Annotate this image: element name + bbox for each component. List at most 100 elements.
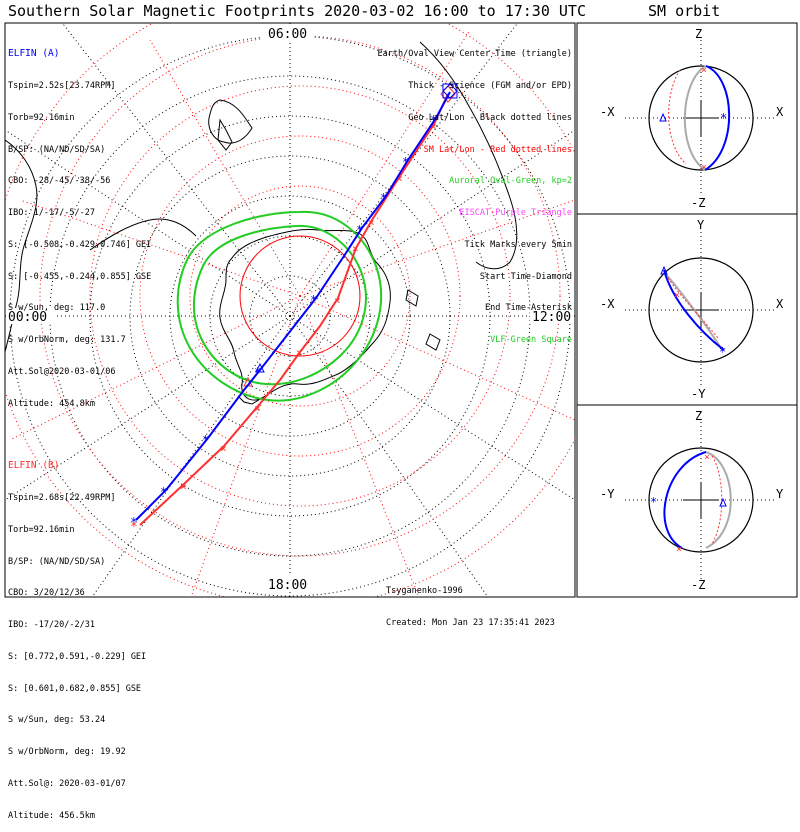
southern-africa-outline (419, 41, 518, 270)
svg-text:*: * (720, 111, 727, 125)
orbit-panel-xy: * × Y -Y -X X (600, 218, 784, 401)
elfin-b-line: S: [0.772,0.591,-0.229] GEI (8, 651, 147, 662)
coast-bottom (89, 218, 197, 251)
model-name: Tsyganenko-1996 (386, 586, 463, 597)
elfin-b-line: Torb=92.16min (8, 524, 75, 535)
orbit-panel-xz: * × × Z -Z -X X (600, 27, 784, 210)
island-outline (405, 289, 419, 307)
elfin-a-line: B/SP: (NA/ND/SD/SA) (8, 144, 106, 155)
panel1-right-label: X (776, 105, 784, 119)
panel2-top-label: Y (697, 218, 705, 232)
legend: Earth/Oval View Center Time (triangle) T… (378, 28, 572, 356)
legend-item: Tick Marks every 5min (464, 239, 572, 250)
elfin-b-header: ELFIN (B) (8, 460, 60, 472)
auroral-oval-outer (176, 210, 383, 402)
elfin-a-line: S w/OrbNorm, deg: 131.7 (8, 335, 126, 346)
elfin-b-line: Att.Sol@: 2020-03-01/07 (8, 779, 126, 789)
svg-text:*: * (356, 223, 363, 237)
svg-text:*: * (719, 345, 726, 359)
svg-text:×: × (334, 294, 341, 307)
elfin-b-line: S w/Sun, deg: 53.24 (8, 715, 106, 726)
orbit-panels-frame (576, 22, 798, 598)
sm-pole-circle (239, 235, 361, 357)
elfin-b-track-line (139, 93, 449, 526)
elfin-a-line: S: [-0.455,-0.244,0.855] GSE (8, 271, 152, 282)
elfin-a-header: ELFIN (A) (8, 48, 60, 60)
elfin-b-line: S: [0.601,0.682,0.855] GSE (8, 683, 142, 694)
orbit-title: SM orbit (648, 2, 721, 20)
footprint-figure: * ××× ××× ××× * *** *** ** 06:00 0 (4, 22, 798, 598)
sm-meridians (9, 29, 575, 597)
clock-label-right: 12:00 (532, 310, 571, 325)
clock-label-bottom: 18:00 (268, 578, 307, 593)
elfin-b-line: Altitude: 456.5km (8, 810, 95, 821)
australia-outline (208, 99, 253, 144)
svg-text:×: × (676, 544, 682, 555)
svg-text:*: * (650, 495, 657, 509)
antarctic-peninsula (237, 395, 263, 405)
svg-text:×: × (701, 65, 707, 76)
legend-item: Start Time-Diamond (479, 271, 572, 282)
orbit-panel-yz: * × × Z -Z -Y Y (600, 409, 784, 592)
elfin-b-end-asterisk: * (130, 520, 138, 535)
svg-text:×: × (396, 172, 403, 185)
main-title: Southern Solar Magnetic Footprints 2020-… (8, 2, 586, 20)
svg-text:×: × (368, 216, 375, 229)
clock-label-left: 00:00 (8, 310, 47, 325)
elfin-b-line: CBO: 3/20/12/36 (8, 588, 85, 599)
panel1-top-label: Z (695, 27, 702, 41)
auroral-oval-inner (193, 224, 367, 386)
legend-item: Geo Lat/Lon - Black dotted lines (408, 112, 572, 123)
clock-labels: 06:00 00:00 12:00 18:00 (6, 24, 574, 593)
svg-text:*: * (160, 485, 167, 499)
svg-text:*: * (402, 155, 409, 169)
svg-text:*: * (430, 113, 437, 127)
legend-item: End Time-Asterisk (485, 303, 572, 314)
new-zealand-outline (217, 118, 233, 151)
panel1-left-label: -X (600, 105, 615, 119)
svg-text:*: * (380, 191, 387, 205)
panel1-bottom-label: -Z (691, 196, 705, 210)
svg-text:*: * (310, 293, 317, 307)
panel2-right-label: X (776, 297, 784, 311)
elfin-a-center-triangle (255, 362, 265, 373)
elfin-b-tick-marks: × × × × × × × × × (180, 120, 437, 493)
legend-item: Thick - Science (FGM and/or EPD) (408, 80, 572, 91)
legend-item: VLF-Green Square (490, 335, 572, 346)
elfin-b-line: B/SP: (NA/ND/SD/SA) (8, 556, 106, 567)
legend-item: Earth/Oval View Center Time (triangle) (377, 49, 572, 60)
elfin-a-line: Att.Sol@2020-03-01/06 (8, 367, 116, 377)
panel3-bottom-label: -Z (691, 578, 705, 592)
antarctica-outline (219, 229, 391, 401)
panel3-left-label: -Y (600, 487, 615, 501)
geo-meridians (5, 23, 575, 597)
elfin-a-end-asterisk: * (130, 516, 138, 531)
elfin-a-line: Torb=92.16min (8, 112, 75, 123)
created-timestamp: Created: Mon Jan 23 17:35:41 2023 (386, 617, 555, 628)
island-outline-2 (425, 333, 441, 351)
panel3-right-label: Y (776, 487, 784, 501)
elfin-a-info: ELFIN (A) Tspin=2.52s[23.74RPM] Torb=92.… (8, 28, 151, 420)
elfin-b-line: Tspin=2.68s[22.49RPM] (8, 492, 116, 503)
svg-text:*: * (202, 433, 209, 447)
svg-text:×: × (430, 120, 437, 133)
elfin-a-line: S w/Sun, deg: 117.0 (8, 303, 106, 314)
panel2-bottom-label: -Y (691, 387, 706, 401)
clock-label-top: 06:00 (268, 27, 307, 42)
legend-item: SM Lat/Lon - Red dotted lines (423, 144, 572, 155)
orbit-panels: * × × Z -Z -X X * × Y -Y -X X (576, 22, 798, 598)
legend-item: Auroral Oval-Green, kp=2 (449, 176, 572, 187)
elfin-b-info: ELFIN (B) Tspin=2.68s[22.49RPM] Torb=92.… (8, 440, 146, 832)
svg-text:×: × (704, 452, 710, 463)
elfin-a-line: S: [-0.508,-0.429,0.746] GEI (8, 239, 152, 250)
svg-text:×: × (180, 480, 187, 493)
elfin-a-track: * *** *** ** (130, 83, 458, 531)
elfin-a-line: IBO: 1/-17/-5/-27 (8, 208, 95, 219)
elfin-a-line: Altitude: 454.8km (8, 398, 95, 409)
elfin-b-line: S w/OrbNorm, deg: 19.92 (8, 747, 126, 758)
svg-text:×: × (296, 346, 303, 359)
svg-text:×: × (701, 162, 707, 173)
svg-text:×: × (254, 402, 261, 415)
credits: Tsyganenko-1996 Created: Mon Jan 23 17:3… (386, 565, 555, 639)
svg-text:×: × (352, 242, 359, 255)
